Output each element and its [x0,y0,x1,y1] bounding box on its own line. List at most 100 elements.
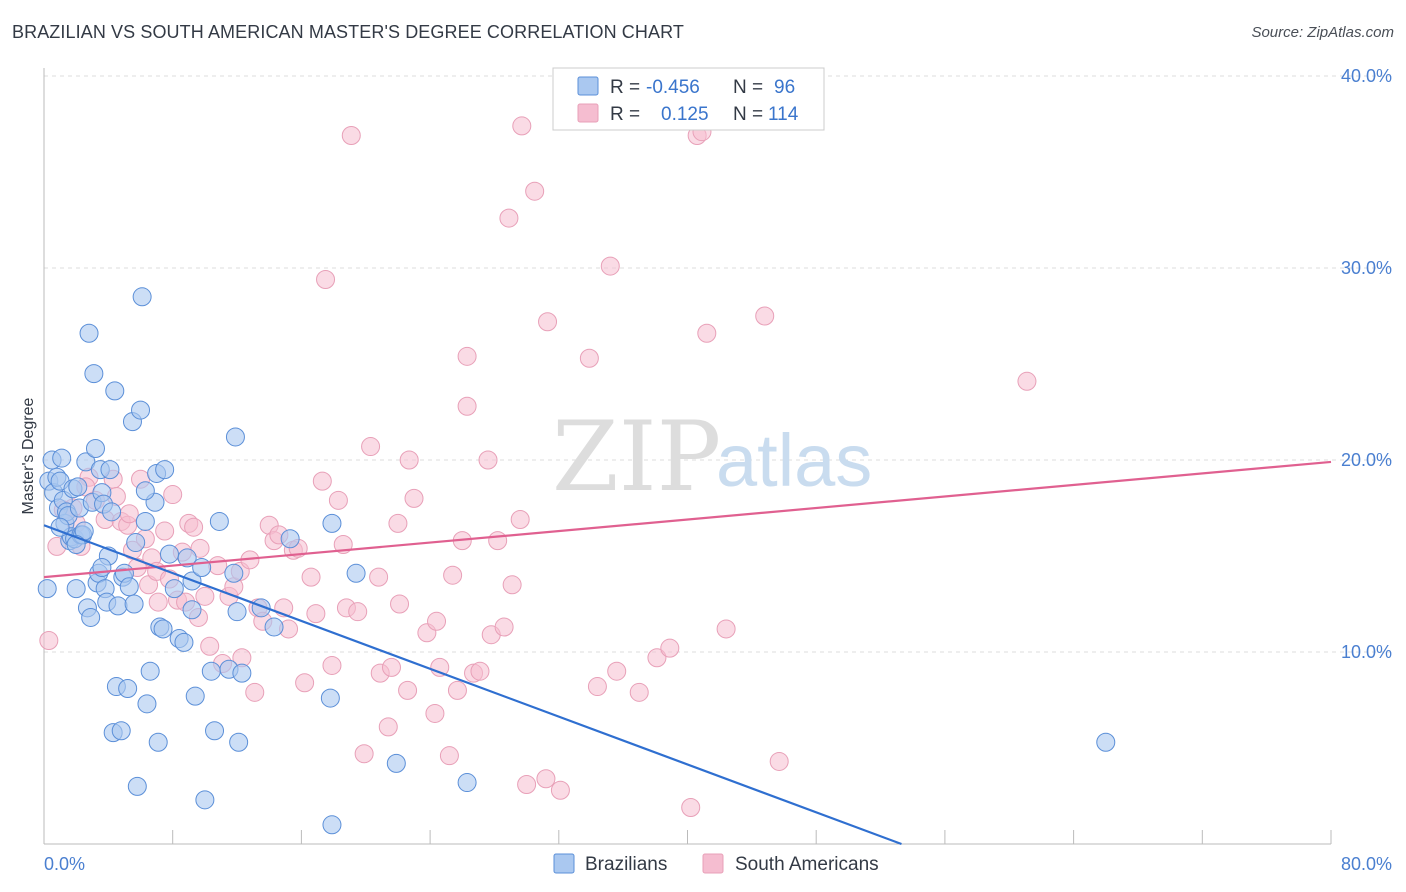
south-americans-point [190,538,210,558]
brazilians-point [386,753,406,773]
south-americans-point [388,513,408,533]
trend-lines [43,460,1332,846]
south-americans-point [494,617,514,637]
south-americans-point [447,680,467,700]
south-americans-point [502,575,522,595]
south-americans-point [457,346,477,366]
bottom-legend-label-brazilians: Brazilians [585,854,667,875]
south-americans-point [208,556,228,576]
brazilians-point [205,721,225,741]
south-americans-point [755,306,775,326]
y-axis-label: Master's Degree [20,397,37,514]
brazilians-point [111,721,131,741]
watermark-atlas: atlas [716,419,872,502]
south-americans-point [341,126,361,146]
legend-n-value-brazilians: 96 [774,77,795,98]
brazilians-points [37,287,1116,835]
south-americans-point [443,565,463,585]
south-americans-point [579,348,599,368]
south-americans-point [200,636,220,656]
south-americans-point [629,682,649,702]
brazilians-point [227,602,247,622]
brazilians-point [81,607,101,627]
brazilians-point [155,460,175,480]
chart-title: BRAZILIAN VS SOUTH AMERICAN MASTER'S DEG… [12,22,684,42]
brazilians-point [148,732,168,752]
south-americans-point [457,396,477,416]
south-americans-point [470,661,490,681]
brazilians-point [159,544,179,564]
bottom-legend-swatch-brazilians [553,853,575,874]
south-americans-point [322,655,342,675]
south-americans-point [184,517,204,537]
south-americans-point [245,682,265,702]
south-americans-point [427,611,447,631]
south-americans-point [660,638,680,658]
south-americans-point [378,717,398,737]
brazilians-point [135,481,155,501]
brazilians-point [84,364,104,384]
legend-box: R = -0.456 N = 96 R = 0.125 N = 114 [552,67,825,131]
brazilians-point [126,533,146,553]
brazilians-point [322,815,342,835]
brazilians-point [52,448,72,468]
brazilians-point [174,632,194,652]
brazilians-point [131,400,151,420]
south-americans-point [195,586,215,606]
south-americans-point [478,450,498,470]
south-americans-point [148,592,168,612]
x-tick-label-min: 0.0% [44,854,85,874]
south-americans-point [1017,371,1037,391]
south-americans-points [39,116,1037,818]
brazilians-point [209,511,229,531]
south-americans-point [361,437,381,457]
x-tick-label-max: 80.0% [1341,854,1392,874]
legend-swatch-brazilians [577,76,599,96]
y-tick-label: 10.0% [1341,642,1392,662]
brazilians-point [232,663,252,683]
brazilians-point [229,732,249,752]
y-tick-label: 30.0% [1341,258,1392,278]
south-americans-point [525,181,545,201]
brazilians-point [457,773,477,793]
brazilians-point [225,427,245,447]
watermark-zip: ZIP [552,401,721,513]
south-americans-point [550,780,570,800]
source-label: Source: ZipAtlas.com [1251,24,1394,41]
south-americans-point [587,677,607,697]
brazilians-point [105,381,125,401]
bottom-legend-label-south-americans: South Americans [735,854,879,875]
y-tick-label: 40.0% [1341,66,1392,86]
brazilians-point [192,558,212,578]
south-americans-point [328,490,348,510]
brazilians-point [108,596,128,616]
brazilians-point [182,600,202,620]
y-tick-label: 20.0% [1341,450,1392,470]
brazilians-point [66,579,86,599]
brazilians-point [85,438,105,458]
legend-r-value-south-americans: 0.125 [661,104,709,125]
brazilians-point [140,661,160,681]
south-americans-point [312,471,332,491]
south-americans-point [295,673,315,693]
legend-r-label-brazilians: R = [610,77,640,98]
south-americans-point [39,630,59,650]
south-americans-point [163,485,183,505]
bottom-legend-swatch-south-americans [702,853,724,874]
legend-n-label-brazilians: N = [733,77,763,98]
south-americans-point [155,521,175,541]
south-americans-point [517,774,537,794]
south-americans-point [425,703,445,723]
brazilians-point [280,529,300,549]
brazilians-point [102,502,122,522]
south-americans-point [369,567,389,587]
south-americans-point [538,312,558,332]
brazilians-point [177,548,197,568]
brazilians-point [118,678,138,698]
legend-r-label-south-americans: R = [610,104,640,125]
brazilians-point [322,513,342,533]
legend-r-value-brazilians: -0.456 [646,77,700,98]
south-americans-point [607,661,627,681]
south-americans-point [510,510,530,530]
